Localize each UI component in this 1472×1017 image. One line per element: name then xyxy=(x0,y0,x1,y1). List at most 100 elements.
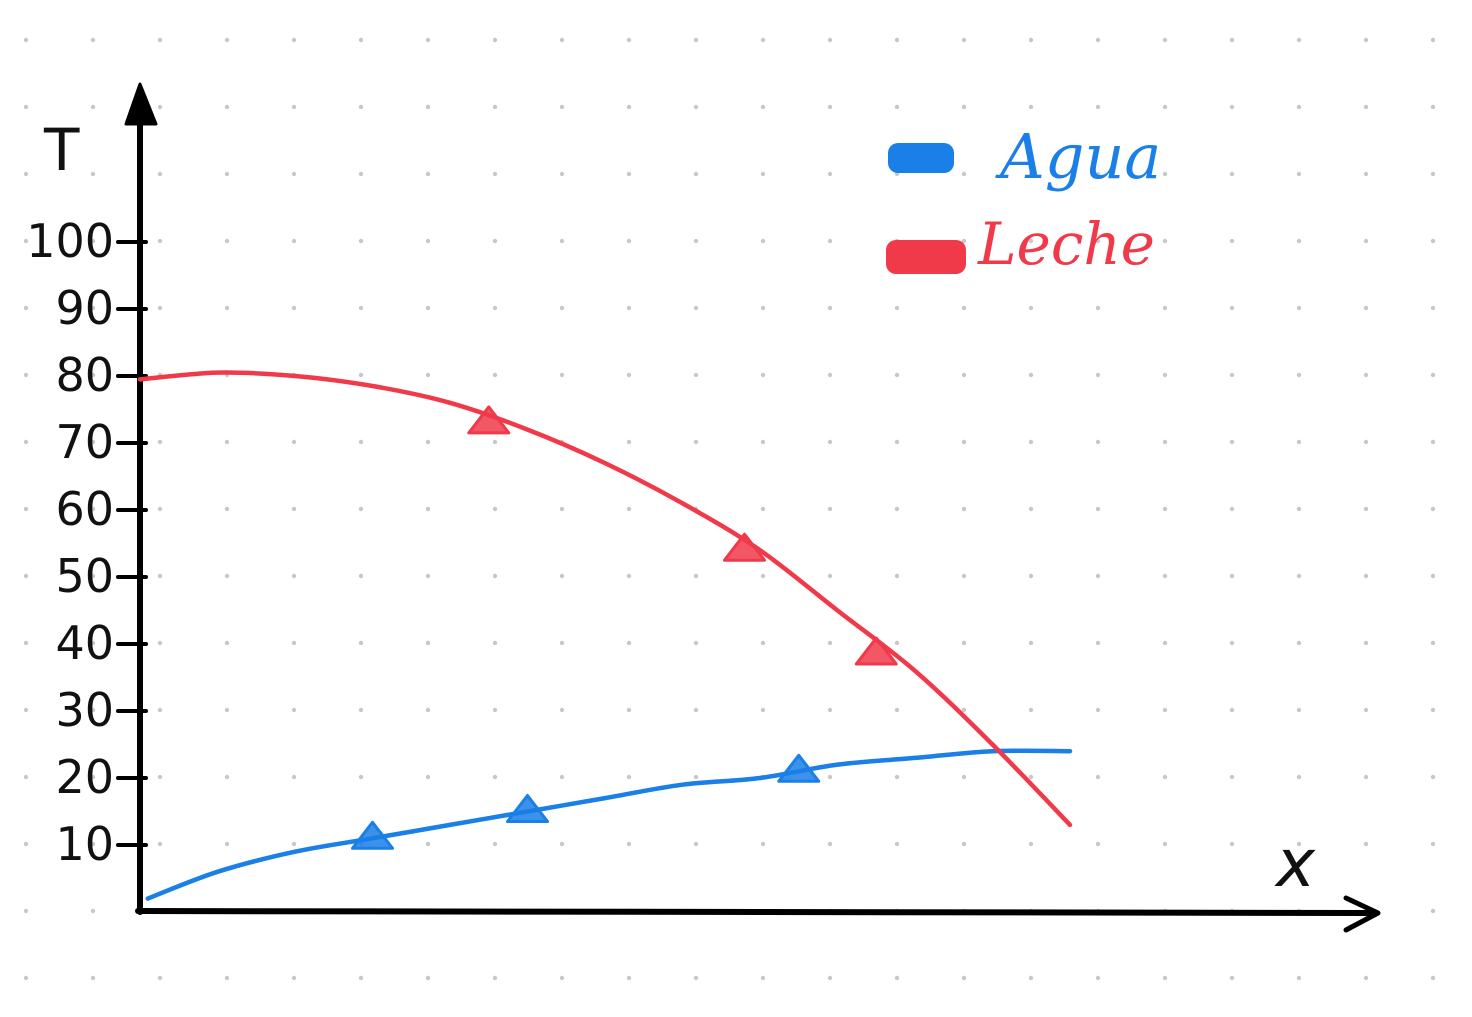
grid-dot xyxy=(760,573,766,579)
grid-dot xyxy=(358,372,364,378)
grid-dot xyxy=(1296,372,1302,378)
grid-dot xyxy=(23,640,29,646)
grid-dot xyxy=(961,707,967,713)
grid-dot xyxy=(1229,506,1235,512)
grid-dot xyxy=(1363,841,1369,847)
grid-dot xyxy=(1095,37,1101,43)
grid-dot xyxy=(157,841,163,847)
y-tick-label: 60 xyxy=(55,482,114,536)
x-axis-arrow xyxy=(1343,895,1381,933)
grid-dot xyxy=(425,707,431,713)
grid-dot xyxy=(492,841,498,847)
x-axis-label: x xyxy=(1274,825,1316,902)
grid-dot xyxy=(693,439,699,445)
grid-dot xyxy=(23,774,29,780)
grid-dot xyxy=(358,506,364,512)
grid-dot xyxy=(425,372,431,378)
grid-dot xyxy=(693,975,699,981)
grid-dot xyxy=(693,707,699,713)
grid-dot xyxy=(1430,372,1436,378)
grid-dot xyxy=(224,573,230,579)
grid-dot xyxy=(760,171,766,177)
grid-dot xyxy=(90,104,96,110)
grid-dot xyxy=(291,506,297,512)
legend-item-leche: Leche xyxy=(886,210,1155,278)
grid-dot xyxy=(23,707,29,713)
grid-dot xyxy=(90,573,96,579)
grid-dot xyxy=(1028,841,1034,847)
grid-dot xyxy=(827,104,833,110)
series-line-agua xyxy=(145,748,1073,901)
grid-dot xyxy=(425,238,431,244)
legend-swatch-leche xyxy=(886,240,966,274)
grid-dot xyxy=(1229,841,1235,847)
grid-dot xyxy=(760,640,766,646)
grid-dot xyxy=(358,305,364,311)
data-point-leche xyxy=(854,636,898,666)
y-tick-label: 80 xyxy=(55,348,114,402)
grid-dot xyxy=(1095,439,1101,445)
grid-dot xyxy=(626,238,632,244)
legend-label-leche: Leche xyxy=(977,210,1155,278)
grid-dot xyxy=(23,238,29,244)
grid-dot xyxy=(23,37,29,43)
grid-dot xyxy=(626,975,632,981)
grid-dot xyxy=(23,506,29,512)
grid-dot xyxy=(1363,707,1369,713)
grid-dot xyxy=(1028,305,1034,311)
grid-dot xyxy=(559,707,565,713)
grid-dot xyxy=(626,439,632,445)
grid-dot xyxy=(760,305,766,311)
grid-dot xyxy=(626,171,632,177)
grid-dot xyxy=(1229,707,1235,713)
grid-dot xyxy=(894,640,900,646)
grid-dot xyxy=(1162,975,1168,981)
grid-dot xyxy=(157,975,163,981)
grid-dot xyxy=(90,506,96,512)
grid-dot xyxy=(492,104,498,110)
grid-dot xyxy=(693,171,699,177)
grid-dot xyxy=(358,707,364,713)
grid-dot xyxy=(90,640,96,646)
grid-dot xyxy=(961,372,967,378)
grid-dot xyxy=(693,238,699,244)
grid-dot xyxy=(291,975,297,981)
grid-dot xyxy=(760,37,766,43)
grid-dot xyxy=(291,774,297,780)
grid-dot xyxy=(492,774,498,780)
data-point-agua xyxy=(777,753,821,783)
grid-dot xyxy=(1229,975,1235,981)
grid-dot xyxy=(23,171,29,177)
grid-dot xyxy=(224,439,230,445)
grid-dot xyxy=(1095,238,1101,244)
grid-dot xyxy=(1028,37,1034,43)
grid-dot xyxy=(1363,640,1369,646)
grid-dot xyxy=(23,305,29,311)
grid-dot xyxy=(693,372,699,378)
legend-item-agua: Agua xyxy=(888,120,1161,193)
grid-dot xyxy=(1162,439,1168,445)
grid-dot xyxy=(760,975,766,981)
grid-dot xyxy=(1363,975,1369,981)
grid-dot xyxy=(1229,439,1235,445)
grid-dot xyxy=(626,573,632,579)
grid-dot xyxy=(626,774,632,780)
grid-dot xyxy=(358,774,364,780)
grid-dot xyxy=(224,104,230,110)
grid-dot xyxy=(492,707,498,713)
grid-dot xyxy=(894,774,900,780)
grid-dot xyxy=(1095,305,1101,311)
y-tick-label: 100 xyxy=(26,214,114,268)
grid-dot xyxy=(1095,104,1101,110)
grid-dot xyxy=(827,439,833,445)
grid-dot xyxy=(1162,573,1168,579)
series-line-leche xyxy=(137,370,1073,828)
grid-dot xyxy=(90,372,96,378)
grid-dot xyxy=(224,841,230,847)
grid-dot xyxy=(90,975,96,981)
grid-dot xyxy=(1229,774,1235,780)
grid-dot xyxy=(1095,506,1101,512)
grid-dot xyxy=(626,37,632,43)
grid-dot xyxy=(90,774,96,780)
grid-dot xyxy=(559,37,565,43)
